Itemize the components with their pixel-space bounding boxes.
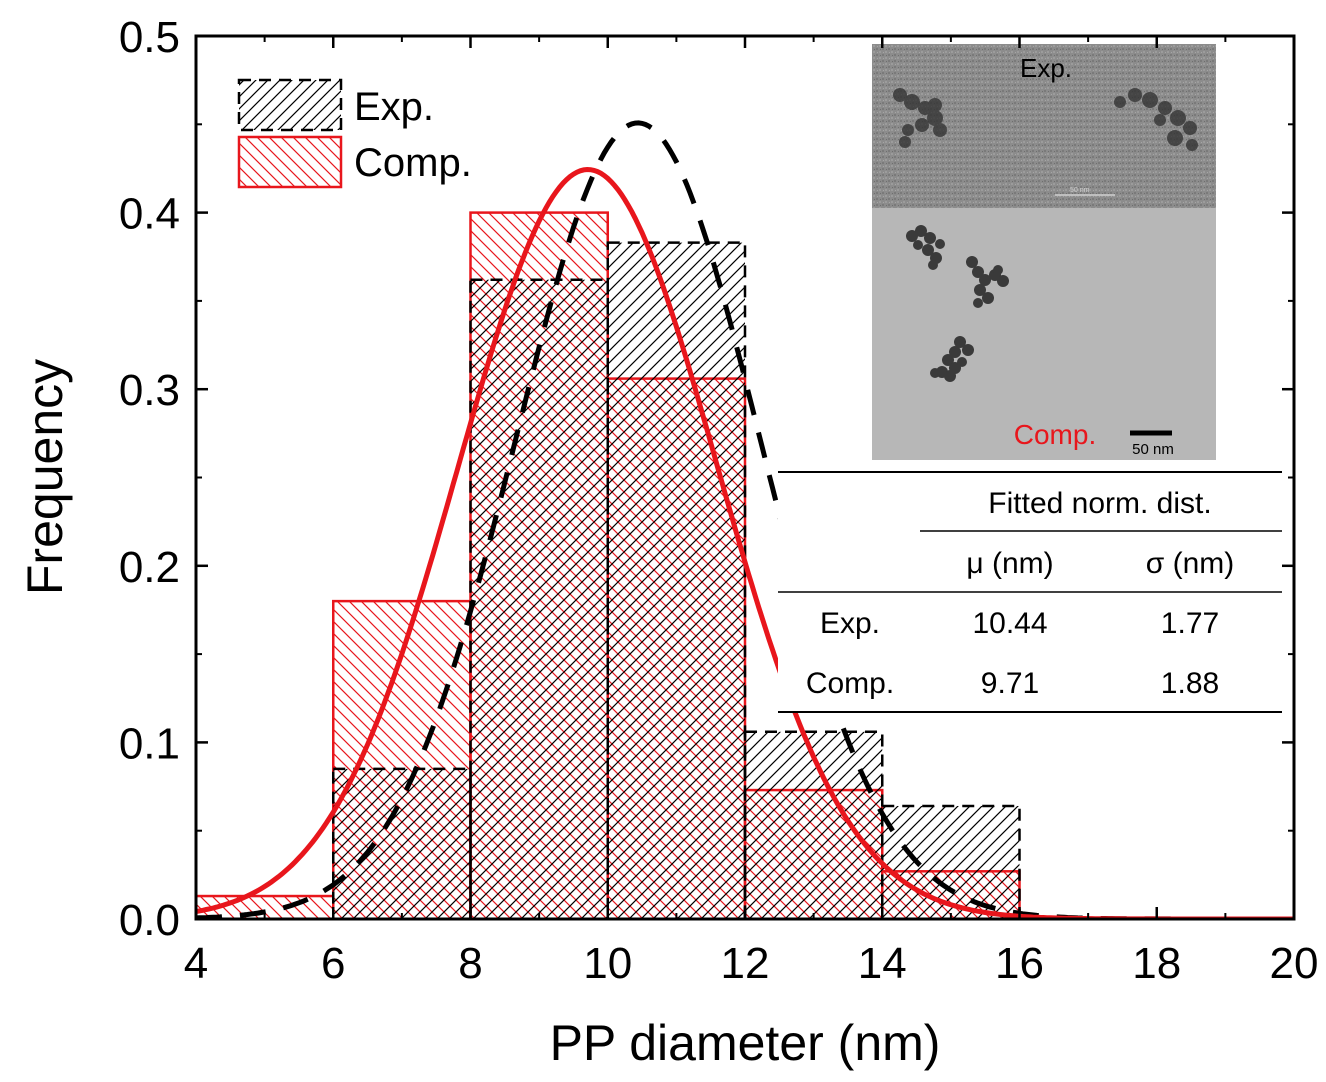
chart-legend: Exp. Comp. — [237, 78, 472, 189]
legend-swatch-comp — [237, 135, 343, 189]
fit-table-header-sigma: σ (nm) — [1146, 547, 1235, 580]
fit-table-row-label: Comp. — [806, 667, 894, 700]
histogram-bar-exp — [743, 730, 884, 919]
fit-table-row-label: Exp. — [820, 607, 880, 640]
legend-label-comp: Comp. — [354, 141, 472, 185]
x-tick-label: 20 — [1270, 939, 1319, 988]
legend-swatch-exp — [237, 78, 343, 132]
fit-table-cell-mu: 9.71 — [981, 667, 1039, 700]
fit-table-cell-mu: 10.44 — [972, 607, 1047, 640]
y-tick-label: 0.4 — [119, 190, 180, 239]
x-tick-label: 8 — [458, 939, 482, 988]
inset-exp-panel — [872, 44, 1216, 208]
x-tick-label: 18 — [1132, 939, 1181, 988]
y-tick-label: 0.1 — [119, 719, 180, 768]
histogram-bar-exp — [332, 767, 472, 919]
x-tick-label: 12 — [721, 939, 770, 988]
x-tick-label: 16 — [995, 939, 1044, 988]
inset-comp-scale-text: 50 nm — [1132, 441, 1174, 458]
inset-exp-scale-text: 50 nm — [1070, 187, 1090, 194]
x-tick-label: 4 — [184, 939, 208, 988]
y-tick-label: 0.0 — [119, 896, 180, 945]
y-tick-label: 0.5 — [119, 13, 180, 62]
y-tick-label: 0.2 — [119, 543, 180, 592]
fit-table-title: Fitted norm. dist. — [988, 487, 1211, 520]
histogram-bar-exp — [469, 278, 609, 919]
y-axis-title: Frequency — [17, 359, 73, 595]
fit-table-cell-sigma: 1.88 — [1161, 667, 1219, 700]
histogram-bar-exp — [606, 241, 747, 919]
x-tick-label: 14 — [858, 939, 907, 988]
x-tick-label: 10 — [583, 939, 632, 988]
fit-table-header-mu: μ (nm) — [966, 547, 1053, 580]
y-tick-label: 0.3 — [119, 366, 180, 415]
fit-table-cell-sigma: 1.77 — [1161, 607, 1219, 640]
inset-comp-label: Comp. — [1014, 419, 1096, 450]
tem-inset-image: 50 nm Exp. 50 nm Comp. — [872, 44, 1216, 460]
x-tick-label: 6 — [321, 939, 345, 988]
inset-exp-label: Exp. — [1020, 53, 1072, 83]
histogram-bar-exp — [881, 804, 1021, 919]
x-axis-title: PP diameter (nm) — [550, 1015, 941, 1071]
legend-label-exp: Exp. — [354, 85, 434, 129]
fit-parameter-table: Fitted norm. dist. μ (nm) σ (nm) Exp. 10… — [778, 471, 1282, 713]
